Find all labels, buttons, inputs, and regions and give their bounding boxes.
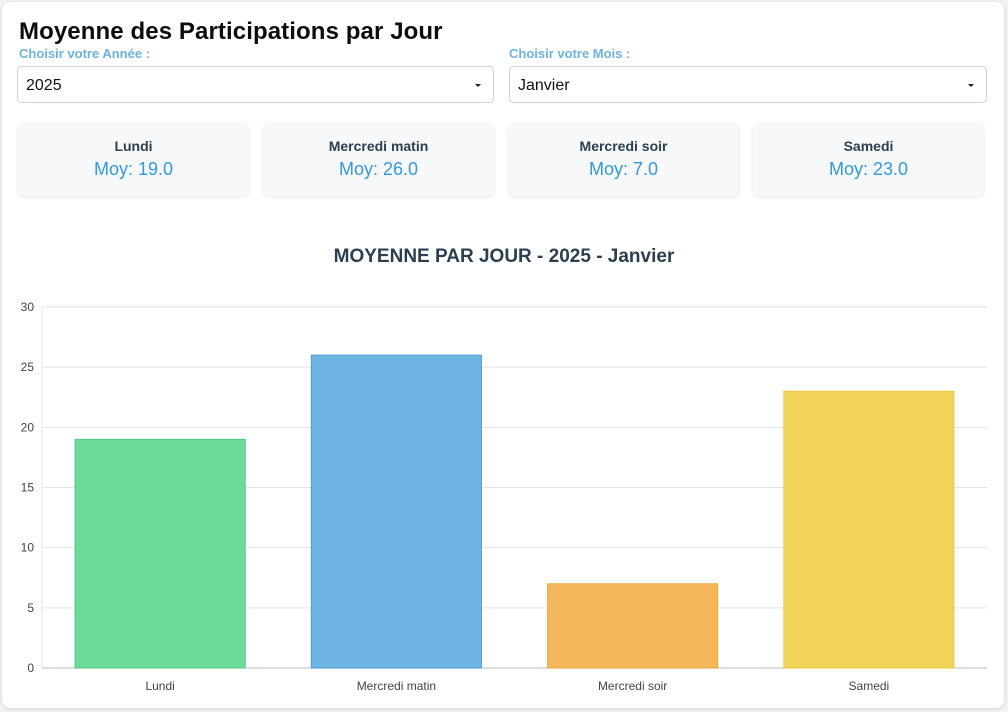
x-tick-label: Samedi <box>849 679 890 693</box>
year-select[interactable]: 2025 <box>17 66 494 103</box>
stat-card-samedi: Samedi Moy: 23.0 <box>753 123 984 196</box>
stat-card-label: Mercredi matin <box>328 138 429 154</box>
stat-card-label: Samedi <box>843 138 894 154</box>
x-tick-label: Mercredi soir <box>598 679 667 693</box>
year-select-value: 2025 <box>26 77 62 94</box>
chevron-down-icon <box>968 84 974 87</box>
y-tick-label: 25 <box>21 360 35 374</box>
y-tick-label: 20 <box>21 420 35 434</box>
y-tick-label: 5 <box>27 601 34 615</box>
stat-card-mercredi-matin: Mercredi matin Moy: 26.0 <box>263 123 494 196</box>
stat-card-mercredi-soir: Mercredi soir Moy: 7.0 <box>508 123 739 196</box>
bar-lundi <box>74 438 246 669</box>
chart-title: MOYENNE PAR JOUR - 2025 - Janvier <box>333 246 675 267</box>
stat-card-lundi: Lundi Moy: 19.0 <box>18 123 249 196</box>
month-label: Choisir votre Mois : <box>509 46 631 61</box>
month-select[interactable]: Janvier <box>509 66 987 103</box>
bar-chart: 0 5 10 15 20 25 30 Lundi Mercredi matin Mercredi … <box>21 300 987 693</box>
x-tick-label: Lundi <box>145 679 174 693</box>
chevron-down-icon <box>475 84 481 87</box>
bar-samedi <box>783 390 955 669</box>
stat-card-value: Moy: 26.0 <box>338 159 419 179</box>
y-tick-label: 0 <box>27 661 34 675</box>
month-select-value: Janvier <box>518 77 570 94</box>
bar-mercredi-soir <box>547 583 719 669</box>
page-title: Moyenne des Participations par Jour <box>19 18 443 45</box>
stat-card-label: Lundi <box>114 138 153 154</box>
year-label: Choisir votre Année : <box>19 46 150 61</box>
stat-card-value: Moy: 19.0 <box>93 159 174 179</box>
x-tick-label: Mercredi matin <box>357 679 436 693</box>
y-tick-label: 30 <box>21 300 35 314</box>
stat-card-value: Moy: 7.0 <box>588 159 659 179</box>
y-tick-label: 10 <box>21 541 35 555</box>
y-tick-label: 15 <box>21 481 35 495</box>
stat-card-value: Moy: 23.0 <box>828 159 909 179</box>
stat-card-label: Mercredi soir <box>579 138 668 154</box>
bar-mercredi-matin <box>310 354 482 669</box>
